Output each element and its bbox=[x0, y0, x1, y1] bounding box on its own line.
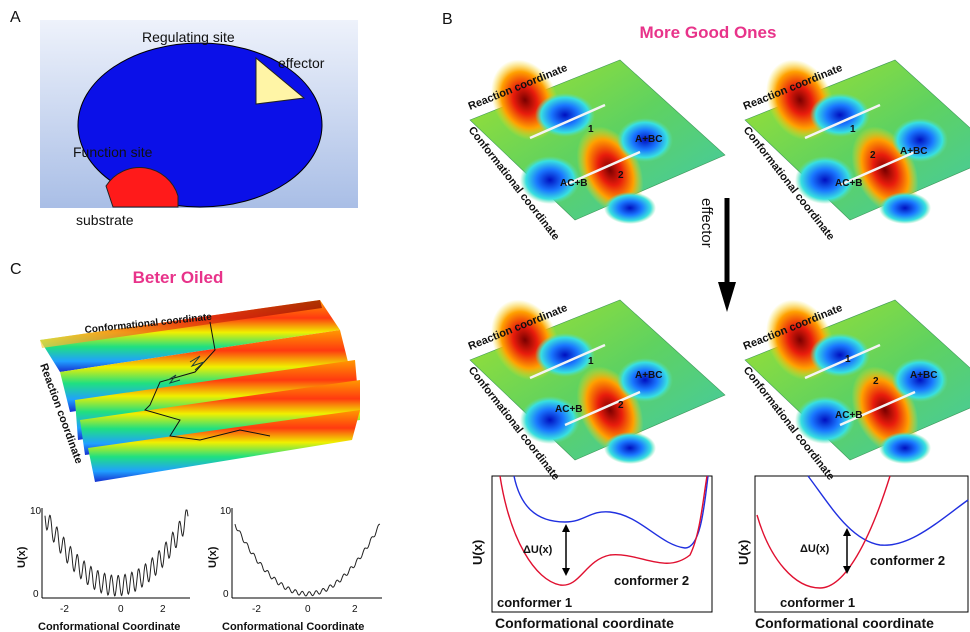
ac-b-label: AC+B bbox=[835, 178, 863, 189]
surface-bottom-left: Reaction coordinate Conformational coord… bbox=[466, 287, 727, 483]
panel-b: B More Good Ones Reaction coordinate Con… bbox=[442, 11, 970, 631]
ytick-0: 0 bbox=[223, 589, 229, 600]
u-x-ylabel: U(x) bbox=[470, 540, 485, 565]
panel-a-letter: A bbox=[10, 9, 21, 26]
barrier-1-label: 1 bbox=[588, 124, 594, 135]
conformer-1-curve bbox=[499, 475, 708, 586]
xtick-2: 2 bbox=[160, 604, 166, 615]
ac-b-label: AC+B bbox=[835, 410, 863, 421]
ytick-0: 0 bbox=[33, 589, 39, 600]
barrier-2-label: 2 bbox=[870, 150, 876, 161]
barrier-1-label: 1 bbox=[845, 354, 851, 365]
substrate-label: substrate bbox=[76, 212, 134, 228]
delta-u-label: ΔU(x) bbox=[523, 544, 553, 556]
potential-plot-right: U(x) ΔU(x) conformer 1 conformer 2 Confo… bbox=[736, 475, 969, 631]
effector-label: effector bbox=[278, 55, 325, 71]
a-bc-label: A+BC bbox=[900, 146, 928, 157]
panel-c-title: Beter Oiled bbox=[133, 268, 224, 287]
conformer-2-label: conformer 2 bbox=[870, 553, 945, 568]
conformer-1-curve bbox=[756, 475, 891, 589]
effector-wedge bbox=[255, 56, 306, 105]
substrate-wedge bbox=[105, 167, 179, 208]
surface-top-left: Reaction coordinate Conformational coord… bbox=[466, 47, 727, 243]
potential-curve bbox=[234, 523, 381, 597]
potential-plot-left: U(x) ΔU(x) conformer 1 conformer 2 Confo… bbox=[470, 475, 713, 631]
panel-a: A Regulating site effector Function site… bbox=[10, 9, 358, 228]
xlabel: Conformational Coordinate bbox=[38, 621, 180, 632]
xtick-2: 2 bbox=[352, 604, 358, 615]
effector-arrow: effector bbox=[698, 198, 736, 312]
ytick-10: 10 bbox=[220, 506, 232, 517]
barrier-2-label: 2 bbox=[618, 170, 624, 181]
regulating-site-label: Regulating site bbox=[142, 29, 235, 45]
delta-u-label: ΔU(x) bbox=[800, 543, 830, 555]
xlabel: Conformational coordinate bbox=[755, 615, 934, 631]
function-site-label: Function site bbox=[73, 144, 153, 160]
surface-bottom-right: Reaction coordinate Conformational coord… bbox=[741, 287, 970, 483]
ylabel: U(x) bbox=[207, 546, 219, 568]
surface-top-right: Reaction coordinate Conformational coord… bbox=[741, 47, 970, 243]
xlabel: Conformational coordinate bbox=[495, 615, 674, 631]
conformer-2-label: conformer 2 bbox=[614, 573, 689, 588]
barrier-1-label: 1 bbox=[588, 356, 594, 367]
barrier-2-label: 2 bbox=[873, 376, 879, 387]
ac-b-label: AC+B bbox=[555, 404, 583, 415]
ytick-10: 10 bbox=[30, 506, 42, 517]
panel-b-title: More Good Ones bbox=[640, 23, 777, 42]
corrugated-surface: Conformational coordinate Reaction coord… bbox=[37, 300, 360, 482]
conformer-2-curve bbox=[807, 475, 969, 546]
a-bc-label: A+BC bbox=[910, 370, 938, 381]
conformer-1-label: conformer 1 bbox=[780, 595, 855, 610]
panel-c-letter: C bbox=[10, 261, 22, 278]
conformer-1-label: conformer 1 bbox=[497, 595, 572, 610]
rugged-potential-plot: U(x) 10 0 -2 0 2 Conformational Coordina… bbox=[16, 506, 190, 632]
xtick-minus2: -2 bbox=[60, 604, 69, 615]
panel-c: C Beter Oiled Conformational coordinate … bbox=[10, 261, 382, 632]
xtick-0: 0 bbox=[118, 604, 124, 615]
conformer-2-curve bbox=[513, 475, 709, 549]
u-x-ylabel: U(x) bbox=[736, 540, 751, 565]
xlabel: Conformational Coordinate bbox=[222, 621, 364, 632]
ac-b-label: AC+B bbox=[560, 178, 588, 189]
effector-arrow-label: effector bbox=[698, 198, 715, 248]
barrier-1-label: 1 bbox=[850, 124, 856, 135]
xtick-0: 0 bbox=[305, 604, 311, 615]
xtick-minus2: -2 bbox=[252, 604, 261, 615]
smooth-potential-plot: U(x) 10 0 -2 0 2 Conformational Coordina… bbox=[207, 506, 382, 632]
potential-curve bbox=[44, 509, 189, 597]
a-bc-label: A+BC bbox=[635, 370, 663, 381]
barrier-2-label: 2 bbox=[618, 400, 624, 411]
a-bc-label: A+BC bbox=[635, 134, 663, 145]
ylabel: U(x) bbox=[16, 546, 28, 568]
panel-b-letter: B bbox=[442, 11, 453, 28]
